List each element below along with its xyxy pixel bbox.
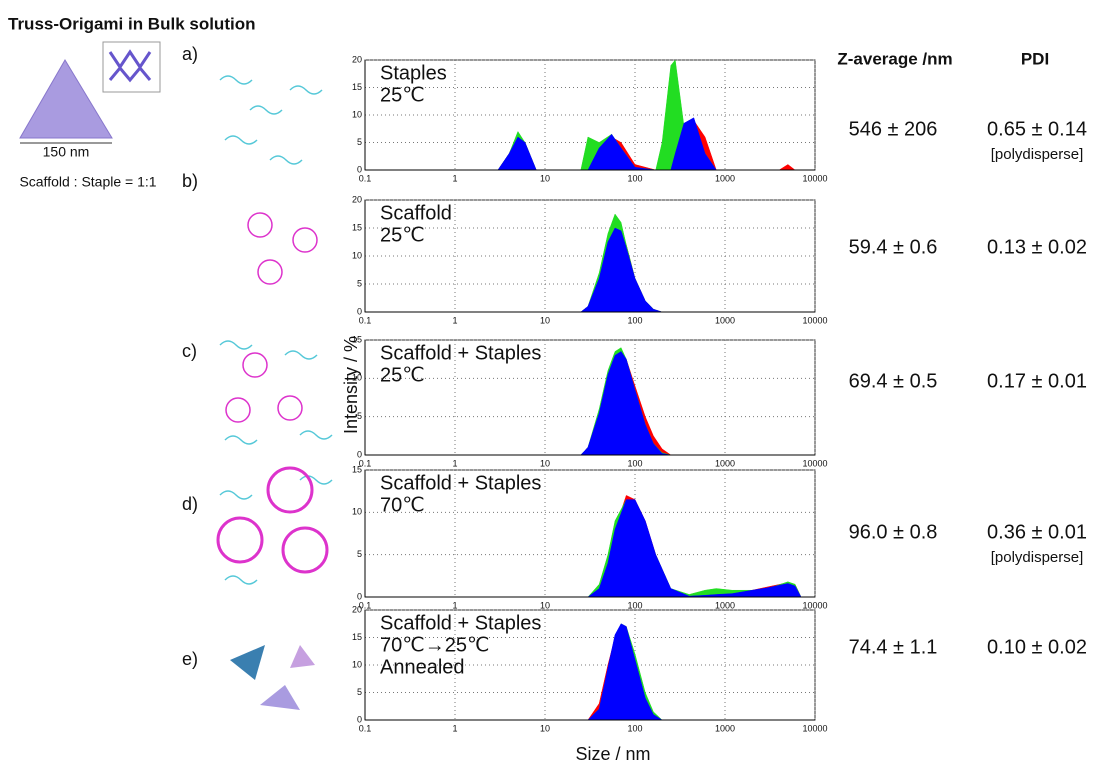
y-tick-label: 20 xyxy=(352,604,362,614)
z-average: 74.4 ± 1.1 xyxy=(849,636,938,658)
x-tick-label: 0.1 xyxy=(359,723,372,733)
row-label: b) xyxy=(182,171,198,191)
y-tick-label: 10 xyxy=(352,507,362,517)
y-tick-label: 0 xyxy=(357,449,362,459)
ratio-label: Scaffold : Staple = 1:1 xyxy=(19,174,156,190)
size-distribution xyxy=(580,227,663,313)
pdi-note: [polydisperse] xyxy=(991,549,1084,566)
y-axis-label: Intensity / % xyxy=(341,336,361,434)
chart-annotation: Scaffold xyxy=(380,202,452,224)
x-tick-label: 100 xyxy=(627,723,642,733)
x-tick-label: 100 xyxy=(627,458,642,468)
row-label: d) xyxy=(182,494,198,514)
row-label: a) xyxy=(182,44,198,64)
y-tick-label: 5 xyxy=(357,687,362,697)
y-tick-label: 0 xyxy=(357,714,362,724)
x-tick-label: 0.1 xyxy=(359,315,372,325)
chart-annotation: 70℃ xyxy=(380,494,425,516)
chart-annotation: Scaffold + Staples xyxy=(380,612,541,634)
y-tick-label: 15 xyxy=(352,464,362,474)
y-tick-label: 10 xyxy=(352,373,362,383)
pdi: 0.36 ± 0.01 xyxy=(987,521,1087,543)
y-tick-label: 5 xyxy=(357,278,362,288)
x-tick-label: 1 xyxy=(452,458,457,468)
x-tick-label: 1000 xyxy=(715,458,735,468)
origami-illustration xyxy=(19,41,161,144)
chart-annotation: 25℃ xyxy=(380,364,425,386)
x-tick-label: 10 xyxy=(540,723,550,733)
x-tick-label: 10000 xyxy=(802,315,827,325)
x-tick-label: 10 xyxy=(540,315,550,325)
size-distribution xyxy=(580,351,671,456)
chart-annotation: Scaffold + Staples xyxy=(380,472,541,494)
y-tick-label: 5 xyxy=(357,137,362,147)
y-tick-label: 15 xyxy=(352,82,362,92)
y-tick-label: 0 xyxy=(357,306,362,316)
y-tick-label: 5 xyxy=(357,549,362,559)
x-tick-label: 100 xyxy=(627,600,642,610)
figure-title: Truss-Origami in Bulk solution xyxy=(8,14,255,33)
x-tick-label: 10000 xyxy=(802,458,827,468)
x-tick-label: 1 xyxy=(452,173,457,183)
x-tick-label: 1000 xyxy=(715,723,735,733)
chart-annotation: Staples xyxy=(380,62,447,84)
y-tick-label: 20 xyxy=(352,194,362,204)
x-tick-label: 0.1 xyxy=(359,458,372,468)
x-tick-label: 1 xyxy=(452,315,457,325)
size-distribution xyxy=(497,120,796,171)
z-average: 96.0 ± 0.8 xyxy=(849,521,938,543)
y-tick-label: 0 xyxy=(357,591,362,601)
x-tick-label: 100 xyxy=(627,173,642,183)
x-tick-label: 0.1 xyxy=(359,173,372,183)
column-header: Z-average /nm xyxy=(837,49,952,68)
y-tick-label: 15 xyxy=(352,632,362,642)
chart-annotation: Scaffold + Staples xyxy=(380,342,541,364)
pdi: 0.13 ± 0.02 xyxy=(987,236,1087,258)
size-distribution xyxy=(587,499,802,598)
x-tick-label: 1000 xyxy=(715,173,735,183)
y-tick-label: 15 xyxy=(352,334,362,344)
size-distribution xyxy=(587,623,663,721)
pdi: 0.65 ± 0.14 xyxy=(987,118,1087,140)
z-average: 69.4 ± 0.5 xyxy=(849,370,938,392)
x-tick-label: 1000 xyxy=(715,600,735,610)
y-tick-label: 10 xyxy=(352,250,362,260)
z-average: 546 ± 206 xyxy=(849,118,938,140)
chart-annotation: 25℃ xyxy=(380,224,425,246)
y-tick-label: 5 xyxy=(357,411,362,421)
z-average: 59.4 ± 0.6 xyxy=(849,236,938,258)
y-tick-label: 10 xyxy=(352,109,362,119)
x-tick-label: 10000 xyxy=(802,173,827,183)
x-axis-label: Size / nm xyxy=(575,744,650,764)
scale-label: 150 nm xyxy=(43,144,90,160)
pdi: 0.10 ± 0.02 xyxy=(987,636,1087,658)
y-tick-label: 0 xyxy=(357,164,362,174)
chart-annotation: 25℃ xyxy=(380,84,425,106)
x-tick-label: 10 xyxy=(540,458,550,468)
column-header: PDI xyxy=(1021,49,1049,68)
x-tick-label: 0.1 xyxy=(359,600,372,610)
sketches xyxy=(216,75,333,710)
x-tick-label: 1000 xyxy=(715,315,735,325)
y-tick-label: 15 xyxy=(352,222,362,232)
x-tick-label: 10000 xyxy=(802,723,827,733)
y-tick-label: 10 xyxy=(352,659,362,669)
x-tick-label: 10000 xyxy=(802,600,827,610)
size-distribution xyxy=(497,117,796,171)
x-tick-label: 10 xyxy=(540,600,550,610)
pdi-note: [polydisperse] xyxy=(991,146,1084,163)
chart-annotation: 70℃→25℃ xyxy=(380,634,489,656)
row-label: c) xyxy=(182,341,197,361)
x-tick-label: 100 xyxy=(627,315,642,325)
chart-annotation: Annealed xyxy=(380,656,465,678)
size-distribution xyxy=(497,59,796,171)
row-label: e) xyxy=(182,649,198,669)
x-tick-label: 1 xyxy=(452,600,457,610)
pdi: 0.17 ± 0.01 xyxy=(987,370,1087,392)
x-tick-label: 10 xyxy=(540,173,550,183)
x-tick-label: 1 xyxy=(452,723,457,733)
y-tick-label: 20 xyxy=(352,54,362,64)
